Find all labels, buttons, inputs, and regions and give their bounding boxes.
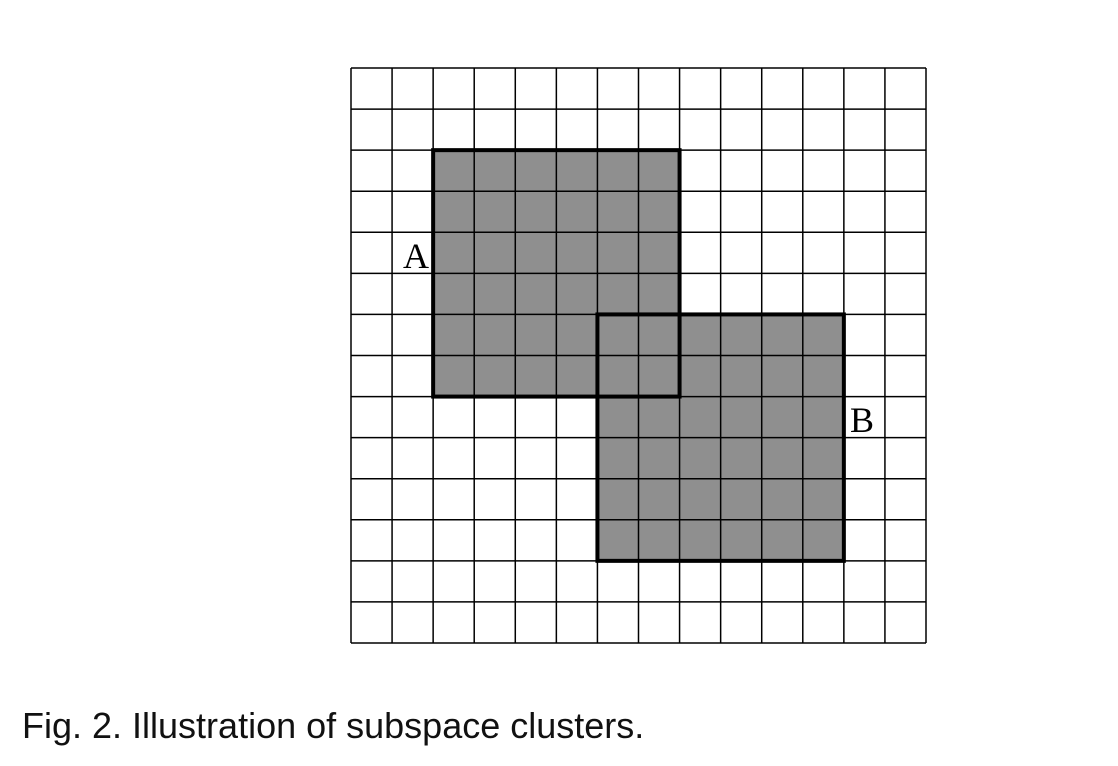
figure-caption: Fig. 2. Illustration of subspace cluster… [22, 705, 645, 746]
cluster-a-outline [431, 148, 682, 399]
cluster-label-b: B [850, 400, 874, 440]
subspace-cluster-diagram: A B [350, 67, 927, 644]
cluster-label-a: A [403, 236, 429, 276]
cluster-b-outline [595, 312, 846, 563]
cluster-outlines [431, 148, 846, 563]
